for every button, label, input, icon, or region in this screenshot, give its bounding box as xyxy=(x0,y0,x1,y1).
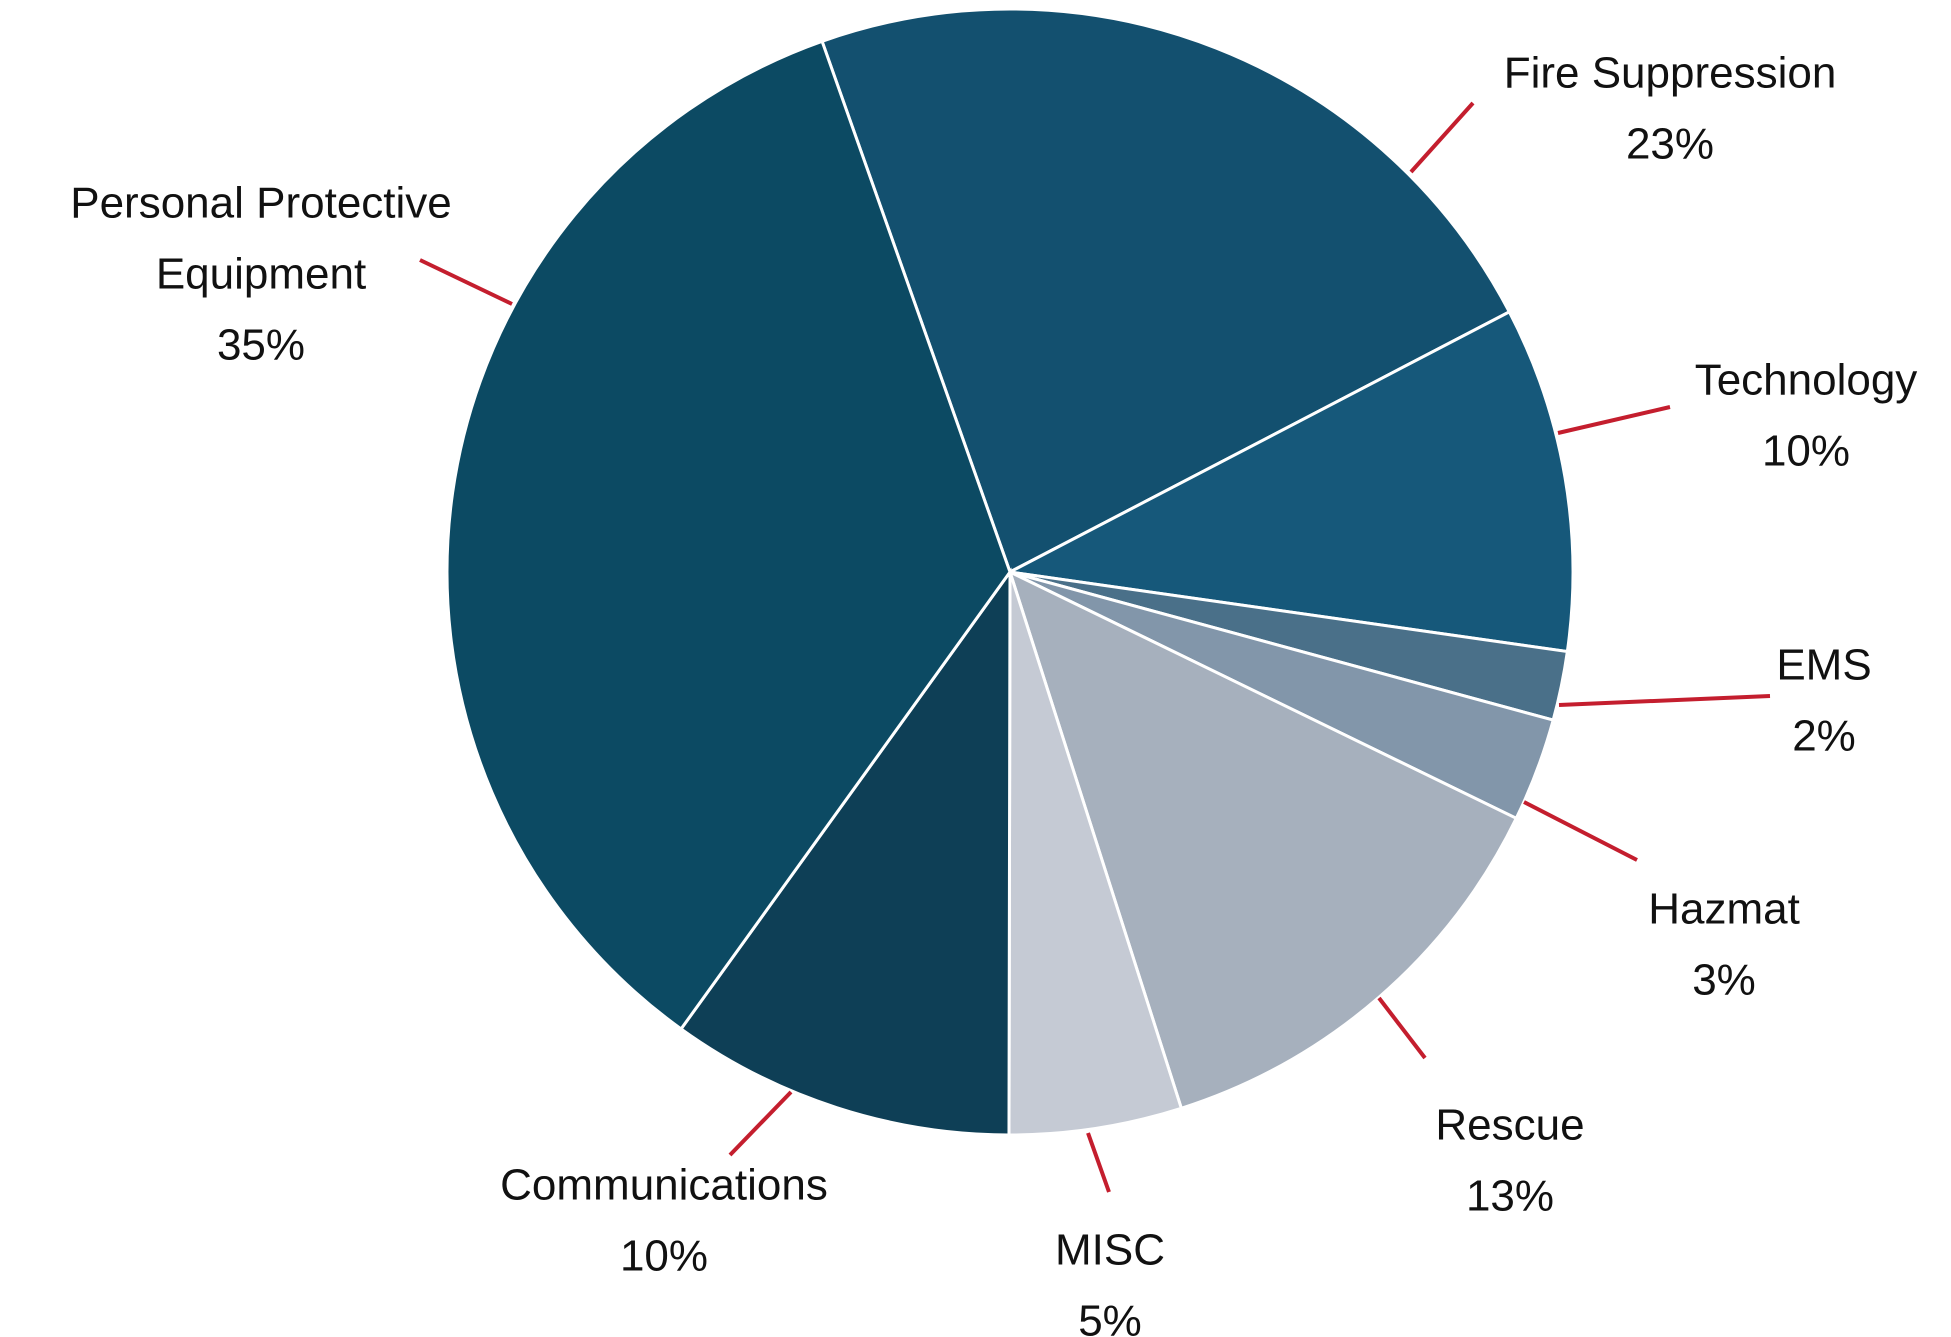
leader-line-communications xyxy=(728,1090,793,1157)
slice-percent-rescue: 13% xyxy=(1466,1172,1554,1221)
pie-slice-technology xyxy=(1005,309,1575,654)
pie-slice-fire-suppression xyxy=(820,7,1512,575)
slice-percent-misc: 5% xyxy=(1078,1297,1142,1337)
slice-label-misc: MISC xyxy=(1055,1226,1165,1275)
pie-slice-misc xyxy=(1007,571,1184,1137)
leader-line-hazmat xyxy=(1523,800,1638,862)
slice-label-personal-protective-equipment: Personal Protective xyxy=(70,179,452,228)
leader-line-ems xyxy=(1558,694,1771,707)
leader-line-fire-suppression xyxy=(1409,101,1475,174)
slice-percent-ems: 2% xyxy=(1792,712,1856,761)
slice-label-technology: Technology xyxy=(1695,356,1918,405)
slice-percent-fire-suppression: 23% xyxy=(1626,120,1714,169)
slice-label-fire-suppression: Fire Suppression xyxy=(1504,49,1837,98)
slice-percent-hazmat: 3% xyxy=(1692,956,1756,1005)
slice-label-personal-protective-equipment: Equipment xyxy=(156,250,366,299)
slice-label-communications: Communications xyxy=(500,1161,828,1210)
leader-line-technology xyxy=(1557,405,1671,435)
slice-label-ems: EMS xyxy=(1776,641,1871,690)
leader-line-rescue xyxy=(1377,996,1427,1060)
pie-slices xyxy=(445,7,1575,1137)
slice-labels: Fire Suppression 23% Technology 10% EMS 2% Haz… xyxy=(70,49,1917,1337)
pie-slice-communications xyxy=(678,567,1012,1137)
slice-label-hazmat: Hazmat xyxy=(1648,885,1800,934)
leader-lines xyxy=(419,101,1771,1193)
slice-percent-technology: 10% xyxy=(1762,427,1850,476)
slice-label-rescue: Rescue xyxy=(1435,1101,1584,1150)
leader-line-misc xyxy=(1086,1132,1111,1193)
slice-percent-personal-protective-equipment: 35% xyxy=(217,321,305,370)
pie-slice-personal-protective-equipment xyxy=(445,39,1012,1032)
leader-line-personal-protective-equipment xyxy=(419,258,513,306)
pie-slice-rescue xyxy=(1007,569,1519,1111)
slice-percent-communications: 10% xyxy=(620,1232,708,1281)
